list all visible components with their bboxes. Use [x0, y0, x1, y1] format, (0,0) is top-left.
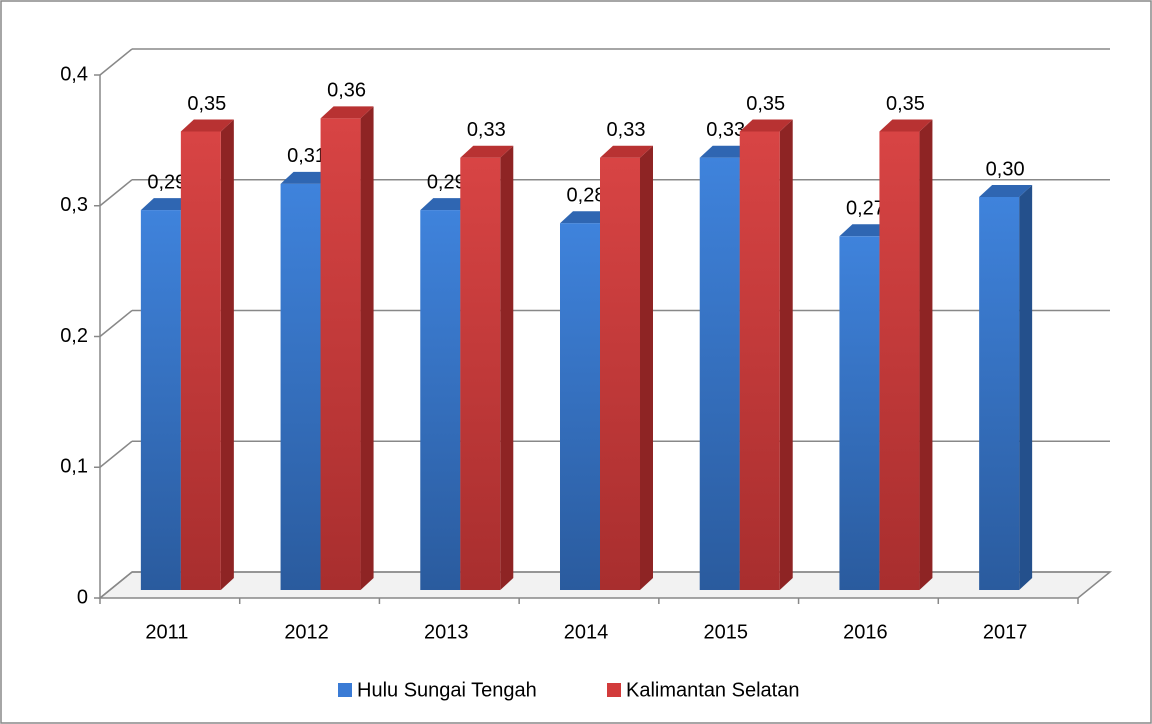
y-tick-label: 0,1: [60, 456, 88, 478]
data-label: 0,27: [846, 198, 885, 220]
bar-top: [739, 119, 793, 132]
data-label: 0,33: [607, 119, 646, 141]
legend-label: Hulu Sungai Tengah: [357, 679, 537, 701]
y-tick-label: 0,4: [60, 63, 88, 85]
y-tick-label: 0: [77, 586, 88, 608]
bar: [180, 131, 221, 590]
x-tick-label: 2014: [564, 621, 609, 643]
bar-top: [140, 198, 194, 211]
x-tick-label: 2017: [983, 621, 1028, 643]
grid-line: [99, 179, 133, 207]
legend-swatch: [607, 683, 621, 697]
bar: [979, 197, 1020, 590]
x-tick-label: 2015: [703, 621, 748, 643]
bar-side: [1019, 185, 1033, 590]
data-label: 0,33: [467, 119, 506, 141]
bar: [600, 157, 640, 590]
data-label: 0,28: [567, 184, 606, 206]
bar-top: [460, 145, 514, 158]
bar-side: [779, 119, 793, 590]
x-tick-label: 2012: [284, 621, 329, 643]
bar: [140, 210, 181, 590]
x-tick-label: 2016: [843, 621, 888, 643]
bar: [839, 236, 880, 591]
bar: [560, 223, 600, 590]
bar-side: [500, 145, 514, 590]
bar: [879, 131, 920, 590]
x-tick-label: 2011: [145, 621, 188, 643]
bar-top: [420, 198, 474, 211]
bar: [420, 210, 461, 590]
bar-top: [839, 224, 893, 237]
bar-side: [640, 145, 653, 590]
bar: [699, 157, 740, 590]
bar-top: [320, 106, 374, 119]
bar: [320, 118, 361, 591]
bar-side: [919, 119, 933, 590]
grid-line: [99, 571, 133, 599]
bar-top: [180, 119, 234, 132]
grid-line: [99, 48, 133, 76]
y-tick-label: 0,2: [60, 325, 88, 347]
bar-top: [600, 145, 653, 158]
legend-swatch: [338, 683, 352, 697]
grid-line: [99, 309, 133, 338]
bar-side: [220, 119, 234, 590]
data-label: 0,33: [706, 119, 745, 141]
data-label: 0,35: [886, 93, 925, 115]
grid-line: [99, 440, 133, 468]
y-tick-label: 0,3: [60, 194, 88, 216]
bar: [460, 157, 501, 590]
data-label: 0,36: [327, 80, 366, 102]
data-label: 0,29: [147, 171, 186, 193]
legend-label: Kalimantan Selatan: [626, 679, 799, 701]
data-label: 0,31: [287, 145, 326, 167]
bar-top: [699, 145, 753, 158]
bar: [280, 183, 321, 590]
bar: [739, 131, 780, 590]
data-label: 0,35: [746, 93, 785, 115]
bar-top: [979, 185, 1033, 197]
data-label: 0,30: [986, 158, 1025, 180]
bar-side: [360, 106, 374, 591]
x-tick-label: 2013: [424, 621, 469, 643]
bar-top: [879, 119, 933, 132]
data-label: 0,35: [187, 93, 226, 115]
bar-top: [560, 211, 613, 224]
data-label: 0,29: [427, 171, 466, 193]
bar-top: [280, 171, 334, 184]
